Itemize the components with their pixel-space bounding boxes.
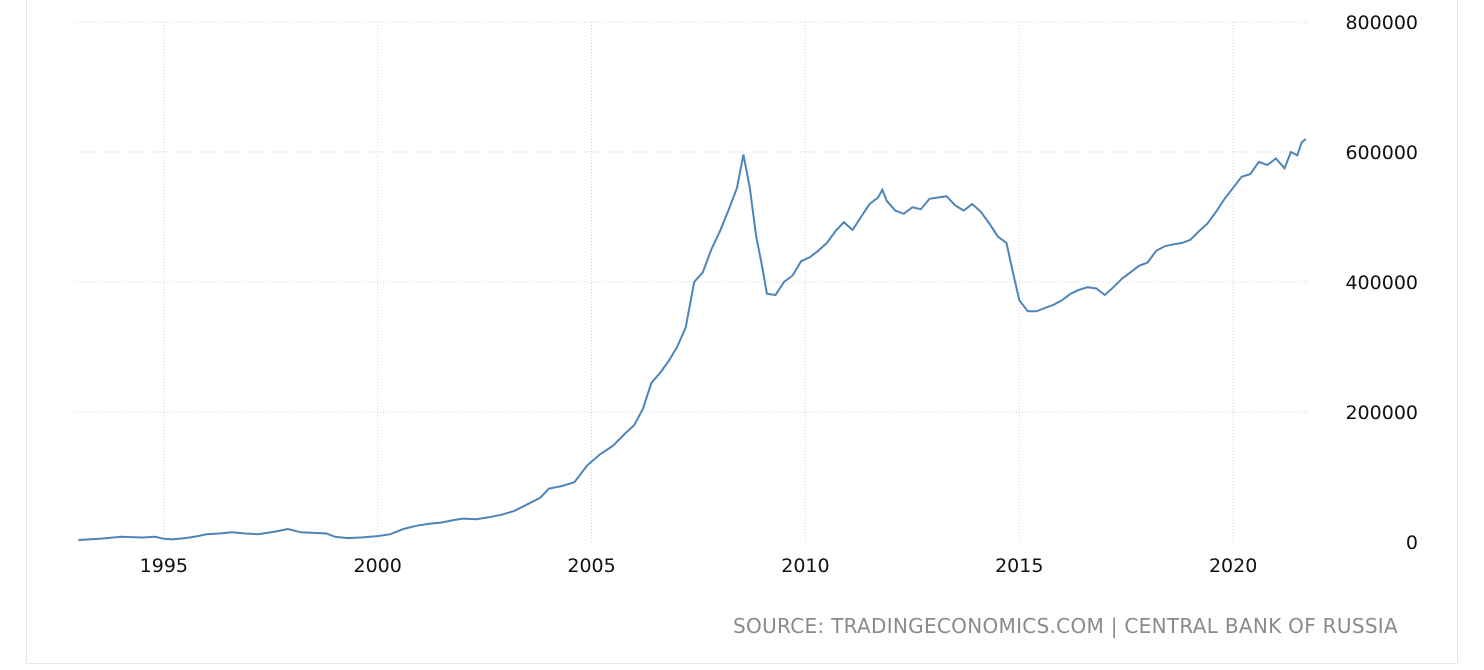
y-tick-label: 800000 bbox=[1345, 12, 1418, 34]
x-tick-label: 2000 bbox=[354, 555, 402, 577]
x-axis-ticks: 1995 2000 2005 2010 2015 2020 bbox=[140, 555, 1258, 577]
y-tick-label: 0 bbox=[1406, 532, 1418, 554]
y-tick-label: 600000 bbox=[1345, 142, 1418, 164]
y-tick-label: 200000 bbox=[1345, 402, 1418, 424]
grid bbox=[74, 21, 1308, 542]
chart-frame bbox=[26, 0, 1458, 664]
y-tick-label: 400000 bbox=[1345, 272, 1418, 294]
x-tick-label: 2015 bbox=[995, 555, 1043, 577]
source-note: SOURCE: TRADINGECONOMICS.COM | CENTRAL B… bbox=[733, 614, 1398, 638]
x-tick-label: 2020 bbox=[1209, 555, 1257, 577]
x-tick-label: 2010 bbox=[781, 555, 829, 577]
x-tick-label: 2005 bbox=[567, 555, 615, 577]
y-axis-ticks: 0 200000 400000 600000 800000 bbox=[1345, 12, 1418, 554]
x-tick-label: 1995 bbox=[140, 555, 188, 577]
series-line bbox=[78, 138, 1307, 541]
